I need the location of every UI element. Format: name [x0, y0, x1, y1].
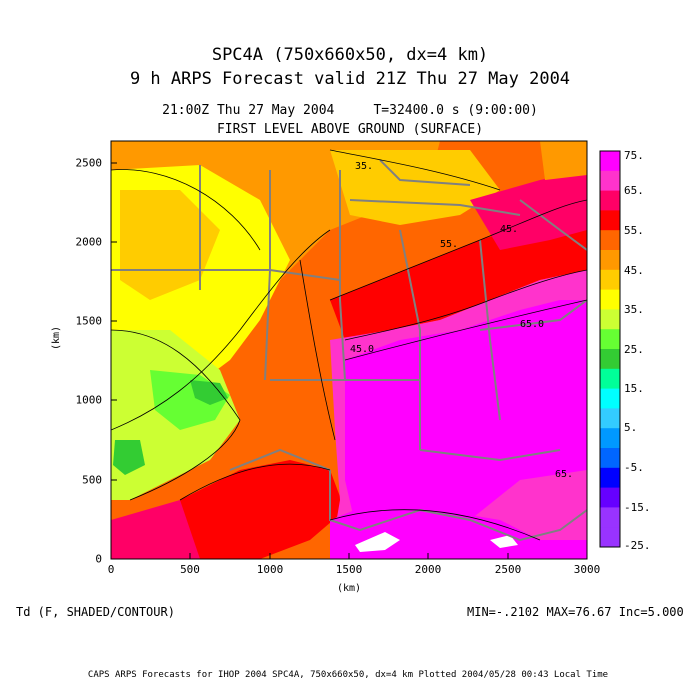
colorbar-swatch — [600, 527, 620, 548]
contour-label: 65. — [555, 469, 574, 480]
y-tick-label: 2500 — [75, 156, 103, 170]
colorbar-swatch — [600, 250, 620, 271]
x-axis-label: (km) — [336, 583, 362, 594]
x-tick-label: 3000 — [573, 563, 601, 576]
colorbar-swatch — [600, 329, 620, 350]
colorbar-label: 15. — [624, 382, 644, 395]
colorbar-swatch — [600, 269, 620, 291]
colorbar-label: 65. — [624, 184, 644, 197]
colorbar-swatch — [600, 210, 620, 231]
colorbar-swatch — [600, 151, 620, 172]
contour-label: 35. — [355, 161, 374, 172]
colorbar-label: 55. — [624, 224, 644, 237]
contour-label: 45. — [500, 224, 519, 235]
colorbar-swatch — [600, 368, 620, 390]
y-tick-label: 500 — [82, 473, 102, 487]
colorbar-label: -15. — [624, 501, 651, 514]
variable-label: Td (F, SHADED/CONTOUR) — [16, 605, 175, 619]
contour-label: 55. — [440, 239, 459, 250]
y-tick-label: 0 — [95, 552, 102, 566]
x-tick-label: 0 — [107, 563, 115, 576]
x-tick-label: 1500 — [335, 563, 363, 576]
contour-label: 65.0 — [520, 319, 545, 330]
x-tick-label: 2500 — [494, 563, 522, 576]
stats-label: MIN=-.2102 MAX=76.67 Inc=5.000 — [467, 605, 684, 619]
credit-line: CAPS ARPS Forecasts for IHOP 2004 SPC4A,… — [87, 670, 609, 680]
title-line-2: 9 h ARPS Forecast valid 21Z Thu 27 May 2… — [129, 69, 571, 89]
colorbar-swatch — [600, 467, 620, 489]
title-line-1: SPC4A (750x660x50, dx=4 km) — [211, 45, 489, 65]
colorbar-swatch — [600, 507, 620, 528]
colorbar-swatch — [600, 170, 620, 192]
y-tick-label: 1000 — [75, 393, 103, 407]
colorbar-swatch — [600, 448, 620, 469]
colorbar — [600, 151, 620, 548]
x-tick-label: 1000 — [256, 563, 284, 576]
colorbar-swatch — [600, 230, 620, 251]
colorbar-label: 75. — [624, 149, 644, 162]
colorbar-swatch — [600, 190, 620, 211]
colorbar-label: 35. — [624, 303, 644, 316]
axis-ticks — [110, 162, 588, 560]
y-axis-label: (km) — [51, 325, 62, 350]
colorbar-swatch — [600, 388, 620, 409]
colorbar-swatch — [600, 289, 620, 310]
colorbar-swatch — [600, 309, 620, 330]
y-tick-label: 2000 — [75, 235, 103, 249]
colorbar-swatch — [600, 408, 620, 429]
colorbar-label: 5. — [624, 421, 638, 434]
level-line: FIRST LEVEL ABOVE GROUND (SURFACE) — [216, 122, 484, 137]
colorbar-swatch — [600, 428, 620, 449]
x-tick-label: 2000 — [414, 563, 442, 576]
colorbar-label: -25. — [624, 539, 651, 552]
colorbar-swatch — [600, 487, 620, 508]
colorbar-swatch — [600, 349, 620, 370]
time-line: 21:00Z Thu 27 May 2004 T=32400.0 s (9:00… — [162, 103, 538, 118]
shaded-field — [111, 141, 587, 559]
colorbar-label: 25. — [624, 343, 644, 356]
colorbar-label: 45. — [624, 264, 644, 277]
y-tick-label: 1500 — [75, 314, 103, 328]
x-tick-label: 500 — [180, 563, 200, 576]
contour-label: 45.0 — [350, 344, 375, 355]
colorbar-label: -5. — [624, 461, 644, 474]
